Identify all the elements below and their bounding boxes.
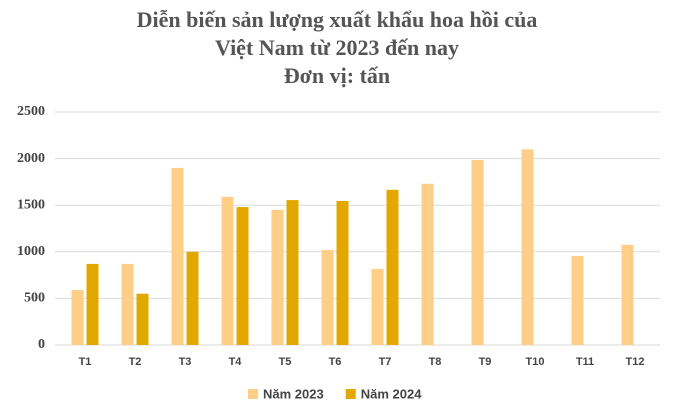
x-tick-label: T7 <box>379 356 392 368</box>
y-tick-label: 1000 <box>17 244 45 259</box>
bar <box>421 183 434 345</box>
legend-label: Năm 2024 <box>361 386 422 401</box>
chart-subtitle: Đơn vị: tấn <box>284 63 390 88</box>
bar <box>321 249 334 345</box>
y-tick-label: 2000 <box>17 151 45 166</box>
bar <box>336 201 349 345</box>
bar <box>121 263 134 345</box>
bar <box>386 189 399 345</box>
y-tick-label: 2500 <box>17 104 45 119</box>
y-tick-label: 500 <box>24 291 45 306</box>
x-tick-label: T10 <box>526 356 545 368</box>
legend-label: Năm 2023 <box>263 386 324 401</box>
bar <box>621 244 634 345</box>
x-tick-label: T6 <box>329 356 342 368</box>
bar <box>86 263 99 345</box>
bar <box>286 200 299 345</box>
legend-swatch <box>345 389 356 399</box>
x-tick-label: T8 <box>429 356 442 368</box>
legend-swatch <box>248 389 258 399</box>
x-tick-label: T11 <box>576 356 594 368</box>
bar <box>471 159 484 345</box>
bar <box>521 149 534 345</box>
bar <box>236 207 249 345</box>
y-tick-label: 0 <box>38 337 45 352</box>
x-tick-label: T1 <box>79 356 92 368</box>
chart-title: Việt Nam từ 2023 đến nay <box>215 35 459 60</box>
bar <box>186 251 199 345</box>
bar <box>571 255 584 345</box>
bar <box>171 167 184 345</box>
bar <box>71 290 84 345</box>
x-tick-label: T2 <box>129 356 142 368</box>
x-tick-label: T9 <box>479 356 492 368</box>
y-tick-label: 1500 <box>17 197 45 212</box>
bar <box>371 269 384 345</box>
bar <box>136 293 149 345</box>
chart-title: Diễn biến sản lượng xuất khẩu hoa hồi củ… <box>137 7 538 32</box>
x-tick-label: T3 <box>179 356 192 368</box>
x-tick-label: T4 <box>229 356 243 368</box>
bar <box>271 209 284 345</box>
x-tick-label: T5 <box>279 356 292 368</box>
bar <box>221 196 234 345</box>
x-tick-label: T12 <box>626 356 645 368</box>
